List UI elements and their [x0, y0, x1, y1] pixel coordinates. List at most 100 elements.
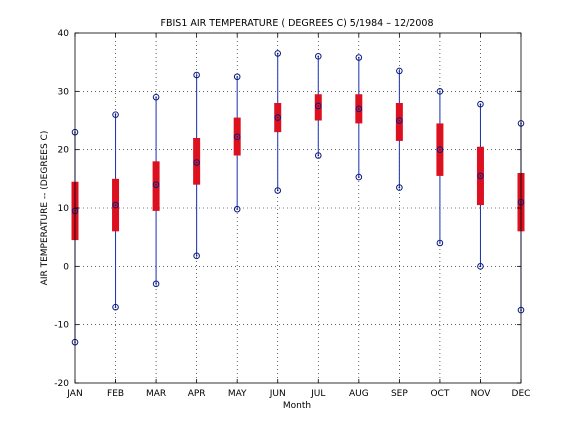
iqr-box — [193, 138, 201, 185]
max-marker — [477, 100, 484, 108]
box-aug — [355, 54, 363, 181]
x-tick-label-nov: NOV — [471, 389, 492, 399]
min-marker — [314, 152, 322, 159]
y-tick-label: 30 — [58, 87, 70, 97]
min-marker-dot — [439, 242, 441, 244]
min-marker — [112, 303, 119, 311]
min-marker-dot — [358, 176, 360, 178]
max-marker-dot — [358, 56, 360, 59]
box-feb — [112, 111, 120, 311]
x-tick-label-oct: OCT — [430, 389, 449, 399]
min-marker-dot — [317, 154, 320, 157]
max-marker — [193, 71, 200, 79]
y-tick-label: 10 — [58, 204, 70, 214]
median-marker-dot — [479, 175, 482, 177]
iqr-box — [152, 161, 160, 211]
min-marker-dot — [276, 189, 279, 192]
box-oct — [436, 88, 444, 247]
box-nov — [476, 100, 484, 270]
max-marker — [436, 88, 444, 95]
max-marker — [274, 50, 282, 57]
max-marker-dot — [398, 70, 401, 72]
median-marker — [112, 201, 119, 209]
x-tick-label-mar: MAR — [146, 389, 166, 399]
box-jun — [274, 50, 282, 194]
max-marker-dot — [195, 74, 198, 76]
x-tick-label-apr: APR — [188, 389, 206, 399]
median-marker-dot — [195, 161, 198, 164]
max-marker-dot — [317, 55, 320, 58]
min-marker — [274, 187, 282, 194]
median-marker-dot — [114, 204, 117, 206]
max-marker-dot — [236, 75, 238, 78]
median-marker-dot — [398, 119, 401, 122]
median-marker-dot — [358, 108, 360, 110]
y-axis-label: AIR TEMPERATURE -- (DEGREES C) — [40, 131, 50, 286]
min-marker — [193, 252, 200, 260]
y-tick-label: -20 — [54, 379, 69, 389]
x-tick-label-jul: JUL — [310, 389, 325, 399]
max-marker-dot — [439, 90, 441, 93]
plot-area — [71, 50, 525, 346]
y-tick-label: 0 — [63, 262, 69, 272]
min-marker — [396, 184, 403, 191]
iqr-box — [395, 103, 403, 141]
box-jul — [314, 53, 322, 159]
median-marker-dot — [276, 116, 279, 119]
median-marker — [436, 146, 444, 153]
median-marker — [233, 133, 241, 141]
max-marker — [314, 53, 322, 60]
x-tick-label-aug: AUG — [349, 389, 369, 399]
box-may — [233, 73, 241, 213]
min-marker-dot — [155, 283, 157, 285]
median-marker — [193, 159, 200, 166]
min-marker — [436, 239, 444, 247]
x-tick-label-jun: JUN — [269, 389, 286, 399]
box-apr — [193, 71, 201, 260]
max-marker — [355, 54, 363, 61]
median-marker-dot — [317, 105, 320, 107]
x-tick-label-dec: DEC — [512, 389, 531, 399]
median-marker — [396, 117, 403, 124]
box-sep — [395, 67, 403, 191]
chart-title: FBIS1 AIR TEMPERATURE ( DEGREES C) 5/198… — [161, 18, 434, 29]
min-marker — [233, 205, 241, 213]
median-marker-dot — [236, 136, 238, 138]
x-tick-label-feb: FEB — [107, 389, 124, 399]
median-marker — [274, 114, 282, 121]
max-marker — [233, 73, 241, 81]
y-axis: -20 -10 0 10 20 30 40 — [54, 29, 521, 389]
median-marker-dot — [439, 148, 441, 151]
y-tick-label: -10 — [54, 321, 69, 331]
y-tick-label: 40 — [58, 29, 70, 39]
max-marker-dot — [155, 96, 157, 98]
min-marker-dot — [398, 186, 401, 189]
max-marker — [112, 111, 119, 118]
min-marker — [477, 263, 484, 270]
plot-frame — [74, 32, 522, 384]
x-tick-label-may: MAY — [228, 389, 247, 399]
x-axis-label: Month — [283, 401, 311, 411]
median-marker-dot — [155, 183, 157, 186]
x-axis: JAN FEB MAR APR MAY JUN JUL AUG SEP OCT NOV DEC — [66, 33, 530, 399]
min-marker — [355, 173, 363, 181]
min-marker — [152, 280, 160, 288]
median-marker — [477, 172, 484, 180]
x-tick-label-sep: SEP — [391, 389, 408, 399]
iqr-box — [314, 94, 322, 121]
grid — [75, 33, 521, 383]
y-tick-label: 20 — [58, 146, 70, 156]
max-marker-dot — [276, 52, 279, 55]
max-marker-dot — [479, 103, 482, 105]
median-marker — [314, 102, 322, 110]
min-marker-dot — [114, 306, 117, 308]
max-marker-dot — [114, 113, 117, 116]
max-marker — [396, 67, 403, 75]
max-marker — [152, 93, 160, 101]
min-marker-dot — [195, 255, 198, 257]
min-marker-dot — [236, 208, 238, 210]
x-tick-label-jan: JAN — [66, 389, 82, 399]
min-marker-dot — [479, 265, 482, 268]
median-marker — [355, 105, 363, 113]
